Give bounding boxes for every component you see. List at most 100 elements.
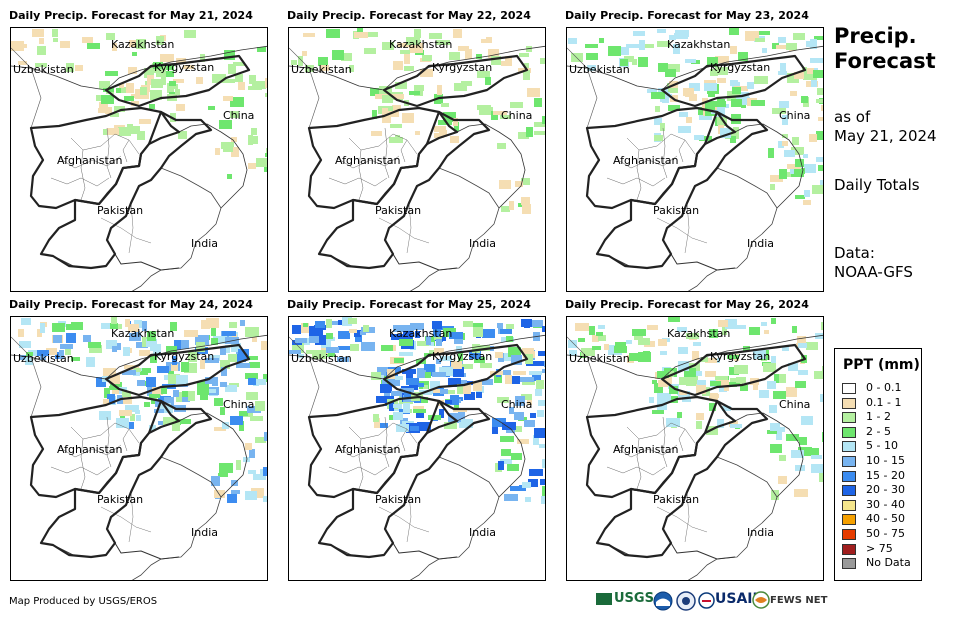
legend-swatch [842, 470, 856, 482]
map-canvas [567, 28, 823, 291]
map-label-pakistan: Pakistan [375, 204, 422, 217]
map-label-kazakhstan: Kazakhstan [667, 327, 731, 340]
legend-label: 1 - 2 [866, 410, 891, 424]
usgs-logo-text: USGS [614, 591, 654, 606]
map-label-kyrgyzstan: Kyrgyzstan [432, 350, 493, 363]
legend-swatch [842, 426, 856, 438]
map-label-pakistan: Pakistan [97, 493, 144, 506]
precip-cells [11, 29, 267, 179]
forecast-map: Kazakhstan Uzbekistan Kyrgyzstan China Afgha… [10, 316, 268, 581]
map-label-kyrgyzstan: Kyrgyzstan [154, 350, 215, 363]
map-label-china: China [501, 109, 533, 122]
as-of-label: as of [834, 108, 871, 126]
legend-swatch [842, 499, 856, 511]
map-label-kazakhstan: Kazakhstan [389, 38, 453, 51]
map-label-afghanistan: Afghanistan [57, 443, 123, 456]
legend-swatch [842, 514, 856, 526]
legend-swatch [842, 441, 856, 453]
map-label-kyrgyzstan: Kyrgyzstan [154, 61, 215, 74]
usgs-logo: USGS [596, 591, 654, 606]
map-label-china: China [779, 109, 811, 122]
map-label-uzbekistan: Uzbekistan [13, 63, 74, 76]
seal-icon [676, 591, 696, 611]
panel-title: Daily Precip. Forecast for May 24, 2024 [9, 298, 253, 311]
panel-title: Daily Precip. Forecast for May 26, 2024 [565, 298, 809, 311]
legend-label: 50 - 75 [866, 527, 905, 540]
legend-label: 2 - 5 [866, 424, 891, 438]
panel-title: Daily Precip. Forecast for May 22, 2024 [287, 9, 531, 22]
precip-cells [289, 317, 545, 504]
daily-totals-label: Daily Totals [834, 176, 920, 194]
map-label-uzbekistan: Uzbekistan [569, 352, 630, 365]
map-label-afghanistan: Afghanistan [613, 443, 679, 456]
legend-label: 40 - 50 [866, 512, 905, 526]
map-label-afghanistan: Afghanistan [335, 154, 401, 167]
map-label-afghanistan: Afghanistan [57, 154, 123, 167]
usaid-seal-icon [698, 591, 715, 609]
legend-swatch [842, 485, 856, 497]
legend-swatch [842, 558, 856, 570]
data-label: Data: [834, 244, 875, 262]
precip-cells [568, 317, 823, 500]
side-title-line1: Precip. [834, 24, 917, 48]
usgs-mark-icon [596, 593, 612, 605]
legend-swatch [842, 456, 856, 467]
map-label-pakistan: Pakistan [97, 204, 144, 217]
map-label-china: China [501, 398, 533, 411]
map-canvas [289, 28, 545, 291]
state-seal-logo [676, 591, 696, 614]
map-canvas [567, 317, 823, 580]
map-label-china: China [223, 398, 255, 411]
map-label-kyrgyzstan: Kyrgyzstan [710, 350, 771, 363]
side-title-line2: Forecast [834, 49, 936, 73]
noaa-logo [653, 591, 673, 614]
legend-label: 20 - 30 [866, 483, 905, 497]
map-canvas [11, 29, 267, 291]
precip-cells [18, 317, 267, 503]
map-label-india: India [191, 237, 218, 250]
map-label-pakistan: Pakistan [653, 493, 700, 506]
forecast-map: Kazakhstan Uzbekistan Kyrgyzstan China Afgha… [566, 316, 824, 581]
legend-label: 0 - 0.1 [866, 381, 902, 394]
map-label-india: India [747, 526, 774, 539]
legend-label: > 75 [866, 541, 893, 555]
side-title: Precip. Forecast [834, 24, 936, 74]
forecast-map: Kazakhstan Uzbekistan Kyrgyzstan China Afgha… [10, 27, 268, 292]
map-label-uzbekistan: Uzbekistan [291, 352, 352, 365]
usaid-logo-text: USAID [715, 591, 765, 607]
noaa-seal-icon [653, 591, 673, 611]
map-label-kyrgyzstan: Kyrgyzstan [710, 61, 771, 74]
legend-swatch [842, 383, 856, 394]
legend-label: 10 - 15 [866, 454, 905, 467]
legend-label: 15 - 20 [866, 468, 905, 482]
map-label-afghanistan: Afghanistan [613, 154, 679, 167]
map-label-india: India [191, 526, 218, 539]
map-label-pakistan: Pakistan [375, 493, 422, 506]
panel-title: Daily Precip. Forecast for May 21, 2024 [9, 9, 253, 22]
map-label-china: China [779, 398, 811, 411]
panel-title: Daily Precip. Forecast for May 25, 2024 [287, 298, 531, 311]
forecast-map: Kazakhstan Uzbekistan Kyrgyzstan China Afgha… [566, 27, 824, 292]
legend-swatch [842, 529, 856, 540]
fews-net-text: FEWS NET [770, 595, 828, 606]
map-label-india: India [469, 526, 496, 539]
map-credit: Map Produced by USGS/EROS [9, 596, 158, 607]
map-label-uzbekistan: Uzbekistan [291, 63, 352, 76]
legend-swatch [842, 397, 856, 409]
legend-label: 30 - 40 [866, 497, 905, 511]
legend-label: 0.1 - 1 [866, 395, 902, 409]
map-canvas [11, 317, 267, 580]
map-label-india: India [747, 237, 774, 250]
map-label-kazakhstan: Kazakhstan [111, 38, 175, 51]
legend-label: 5 - 10 [866, 439, 898, 453]
forecast-map: Kazakhstan Uzbekistan Kyrgyzstan China Afgha… [288, 27, 546, 292]
map-label-india: India [469, 237, 496, 250]
map-label-kyrgyzstan: Kyrgyzstan [432, 61, 493, 74]
legend-swatch [842, 543, 856, 555]
precip-cells [291, 28, 545, 214]
map-label-kazakhstan: Kazakhstan [111, 327, 175, 340]
map-label-kazakhstan: Kazakhstan [389, 327, 453, 340]
forecast-map: Kazakhstan Uzbekistan Kyrgyzstan China Afgha… [288, 316, 546, 581]
map-label-pakistan: Pakistan [653, 204, 700, 217]
